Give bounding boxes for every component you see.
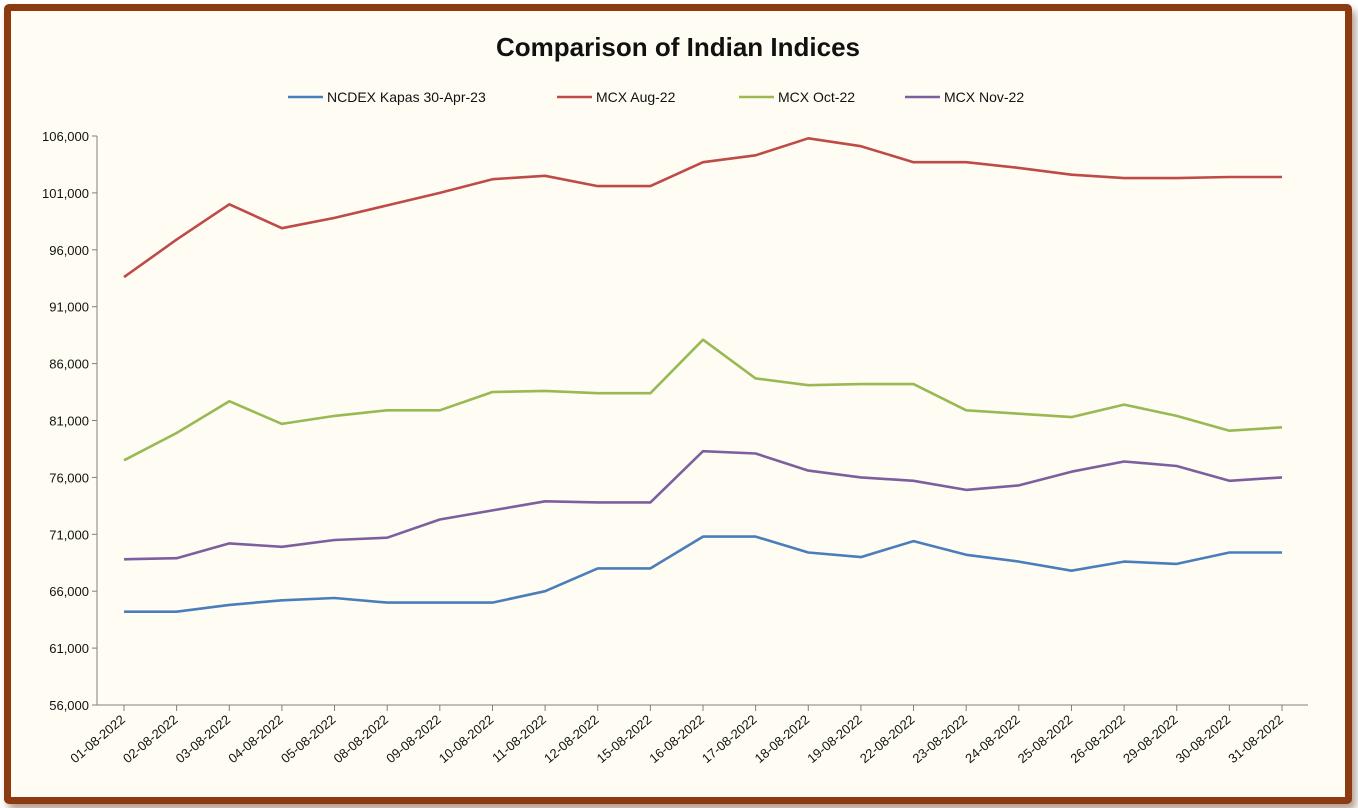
y-tick-label: 91,000 [49,300,89,315]
legend-label-mcx-oct-22: MCX Oct-22 [778,89,855,105]
x-tick-label: 15-08-2022 [594,712,655,766]
x-tick-label: 03-08-2022 [173,712,234,766]
x-tick-label: 12-08-2022 [541,712,602,766]
x-tick-label: 17-08-2022 [699,712,760,766]
x-tick-label: 23-08-2022 [910,712,971,766]
x-tick-label: 26-08-2022 [1067,712,1128,766]
x-tick-label: 10-08-2022 [436,712,497,766]
legend: NCDEX Kapas 30-Apr-23 MCX Aug-22 MCX Oct-2… [288,89,1024,105]
series-line-mcx-oct-22 [123,338,1283,462]
x-tick-label: 08-08-2022 [331,712,392,766]
legend-label-mcx-aug-22: MCX Aug-22 [596,89,676,105]
x-tick-label: 05-08-2022 [278,712,339,766]
y-tick-label: 101,000 [42,186,89,201]
x-axis-ticks: 01-08-202202-08-202203-08-202204-08-2022… [67,705,1286,766]
y-tick-label: 76,000 [49,470,89,485]
y-axis-ticks: 56,000 61,000 66,000 71,000 76,000 81,000 86,0… [42,129,97,713]
y-tick-label: 56,000 [49,698,89,713]
x-tick-label: 24-08-2022 [962,712,1023,766]
y-tick-label: 66,000 [49,584,89,599]
y-tick-label: 71,000 [49,527,89,542]
x-tick-label: 11-08-2022 [489,712,549,766]
x-tick-label: 30-08-2022 [1173,712,1234,766]
x-tick-label: 09-08-2022 [383,712,444,766]
series-line-mcx-nov-22 [123,449,1283,561]
x-tick-label: 25-08-2022 [1015,712,1076,766]
series-line-mcx-aug-22 [123,137,1282,279]
series-line-ncdex-kapas-30-apr-23 [124,535,1282,614]
x-tick-label: 18-08-2022 [752,712,813,766]
chart-title: Comparison of Indian Indices [496,32,860,62]
y-tick-label: 61,000 [49,641,89,656]
legend-label-ncdex-kapas-30-apr-23: NCDEX Kapas 30-Apr-23 [327,89,486,105]
y-tick-label: 106,000 [42,129,89,144]
y-tick-label: 81,000 [49,414,89,429]
x-tick-label: 16-08-2022 [646,712,707,766]
x-tick-label: 31-08-2022 [1225,712,1286,766]
series-lines [123,137,1283,614]
x-tick-label: 19-08-2022 [804,712,865,766]
x-tick-label: 29-08-2022 [1120,712,1181,766]
axes [96,136,1308,706]
y-tick-label: 86,000 [49,357,89,372]
x-tick-label: 02-08-2022 [120,712,181,766]
x-tick-label: 22-08-2022 [857,712,918,766]
x-tick-label: 04-08-2022 [225,712,286,766]
x-tick-label: 01-08-2022 [67,712,128,766]
legend-label-mcx-nov-22: MCX Nov-22 [944,89,1024,105]
y-tick-label: 96,000 [49,243,89,258]
